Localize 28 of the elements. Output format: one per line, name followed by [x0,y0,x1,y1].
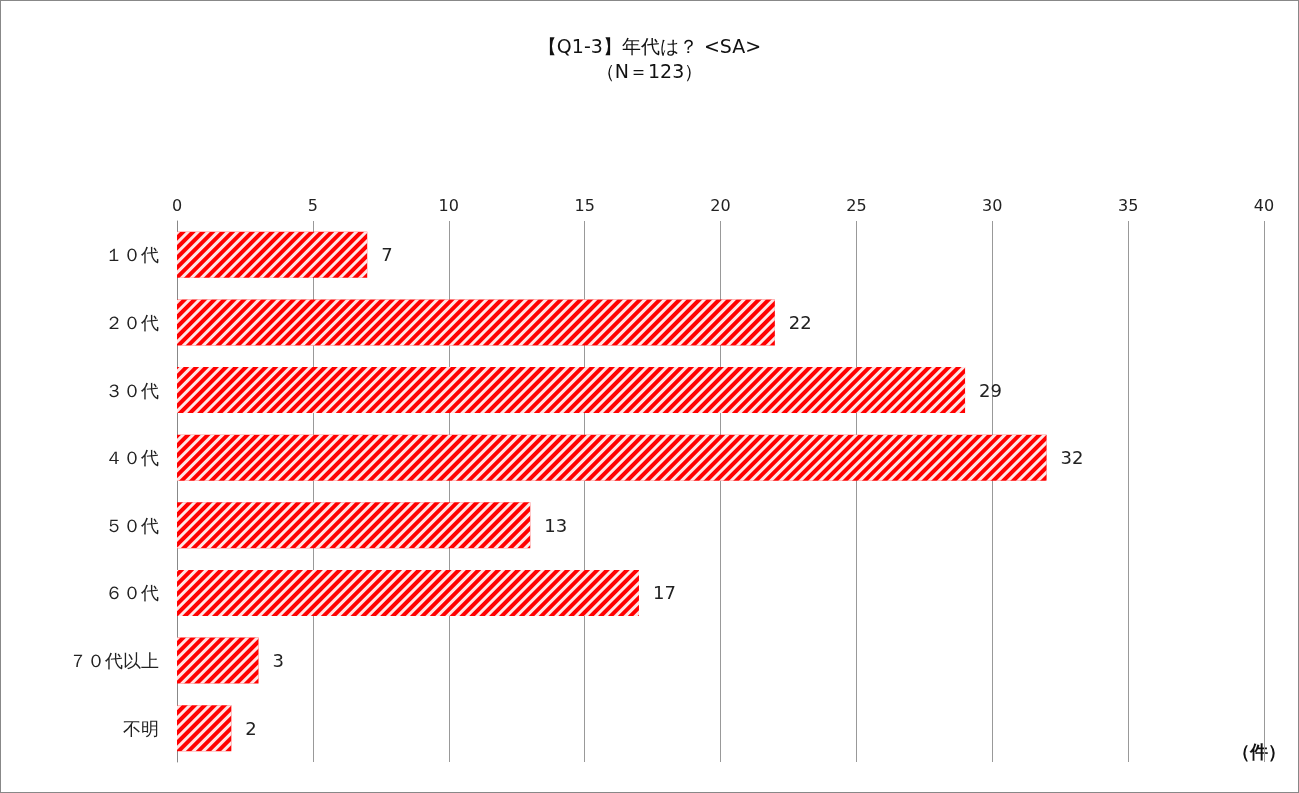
y-tick-label: ６０代 [105,582,159,604]
x-tick-label: 15 [574,195,595,215]
data-label: 13 [544,514,568,536]
x-axis-title: （件） [1232,740,1286,762]
chart-title: 【Q1-3】年代は？ <SA> [537,34,762,57]
y-tick-label: １０代 [105,244,159,266]
x-tick-label: 35 [1117,195,1139,215]
data-label: 3 [272,650,284,672]
x-tick-label: 0 [171,195,183,215]
y-tick-label: ５０代 [105,514,159,536]
x-tick-label: 10 [438,195,459,215]
y-tick-label: 不明 [123,717,159,739]
data-label: 17 [652,582,676,604]
y-tick-label: ４０代 [105,447,159,469]
data-label: 2 [245,717,257,739]
x-tick-label: 20 [710,195,731,215]
data-label: 32 [1060,447,1084,469]
data-label: 22 [788,311,812,333]
x-tick-label: 25 [846,195,867,215]
chart-subtitle: （N＝123） [595,59,704,82]
x-tick-label: 40 [1253,195,1275,215]
y-tick-label: ３０代 [105,379,159,401]
y-tick-label: ７０代以上 [69,650,159,672]
y-tick-label: ２０代 [105,311,159,333]
data-label: 29 [979,379,1002,401]
x-tick-label: 5 [307,195,318,215]
data-label: 7 [381,244,393,266]
x-tick-label: 30 [982,195,1003,215]
